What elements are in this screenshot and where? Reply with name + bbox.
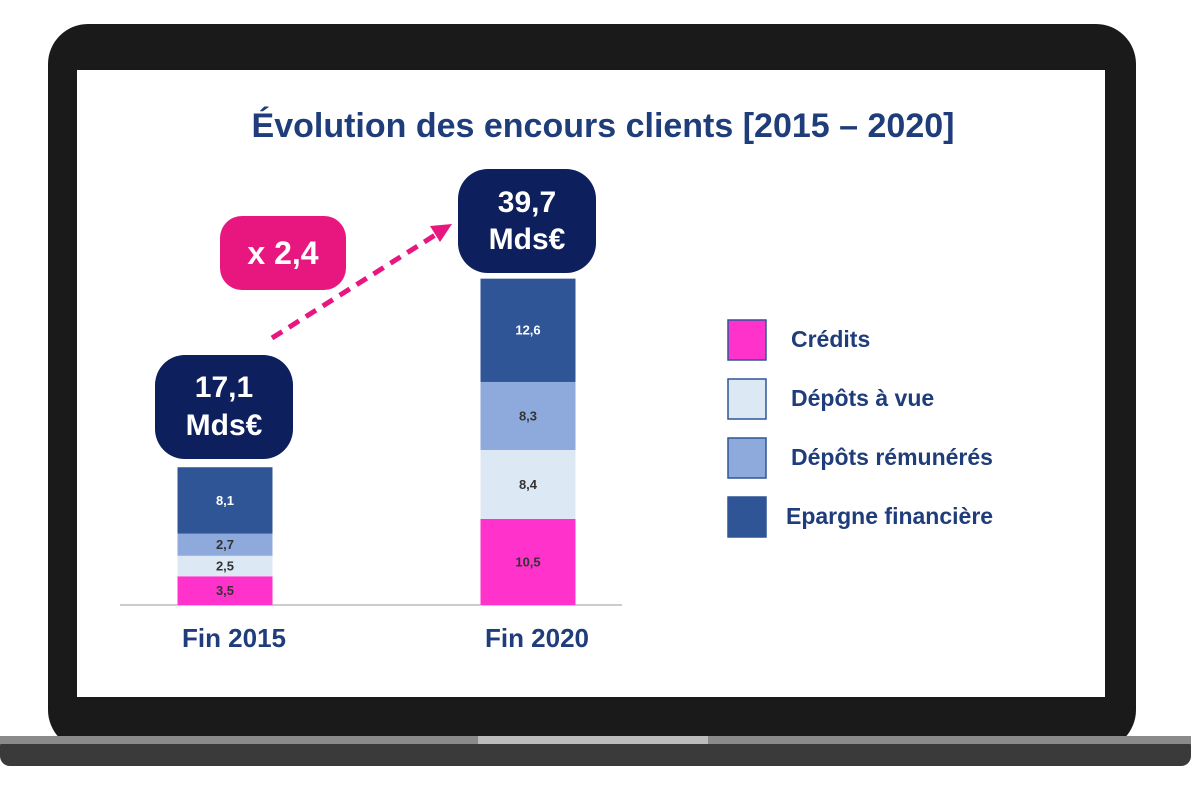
value-label: 2,5 bbox=[216, 558, 234, 573]
value-label: 8,1 bbox=[216, 493, 234, 508]
legend-label: Epargne financière bbox=[786, 503, 993, 529]
legend-swatch bbox=[727, 437, 767, 479]
growth-arrow bbox=[270, 229, 442, 341]
value-label: 8,4 bbox=[519, 477, 538, 492]
chart-title: Évolution des encours clients [2015 – 20… bbox=[252, 107, 955, 145]
value-label: 12,6 bbox=[515, 323, 540, 338]
bar-segment bbox=[177, 555, 273, 577]
legend-label: Dépôts à vue bbox=[791, 385, 934, 411]
bar-segment bbox=[480, 278, 576, 382]
x-tick-label: Fin 2020 bbox=[485, 623, 589, 653]
laptop-notch bbox=[478, 736, 708, 744]
bar-segment bbox=[177, 576, 273, 605]
x-tick-label: Fin 2015 bbox=[182, 623, 286, 653]
bar-segment bbox=[177, 467, 273, 534]
arrow-head bbox=[430, 224, 452, 242]
legend-swatch bbox=[727, 378, 767, 420]
multiplier-badge: x 2,4 bbox=[220, 216, 346, 290]
bar-segment bbox=[480, 450, 576, 519]
legend-label: Dépôts rémunérés bbox=[791, 444, 993, 470]
value-label: 10,5 bbox=[515, 554, 540, 569]
bar-segment bbox=[177, 533, 273, 556]
value-label: 3,5 bbox=[216, 583, 234, 598]
bar-segment bbox=[480, 381, 576, 451]
value-label: 2,7 bbox=[216, 537, 234, 552]
bar-segment bbox=[480, 518, 576, 605]
total-badge: 17,1 Mds€ bbox=[155, 354, 293, 459]
legend-swatch bbox=[727, 319, 767, 361]
legend-label: Crédits bbox=[791, 326, 870, 352]
legend-swatch bbox=[727, 496, 767, 538]
total-badge: 39,7 Mds€ bbox=[458, 169, 596, 274]
value-label: 8,3 bbox=[519, 408, 537, 423]
